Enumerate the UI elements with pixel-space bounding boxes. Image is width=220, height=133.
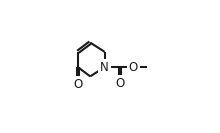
Text: O: O [115,77,125,90]
Text: O: O [73,78,82,91]
Text: O: O [129,61,138,74]
Text: N: N [100,61,109,74]
